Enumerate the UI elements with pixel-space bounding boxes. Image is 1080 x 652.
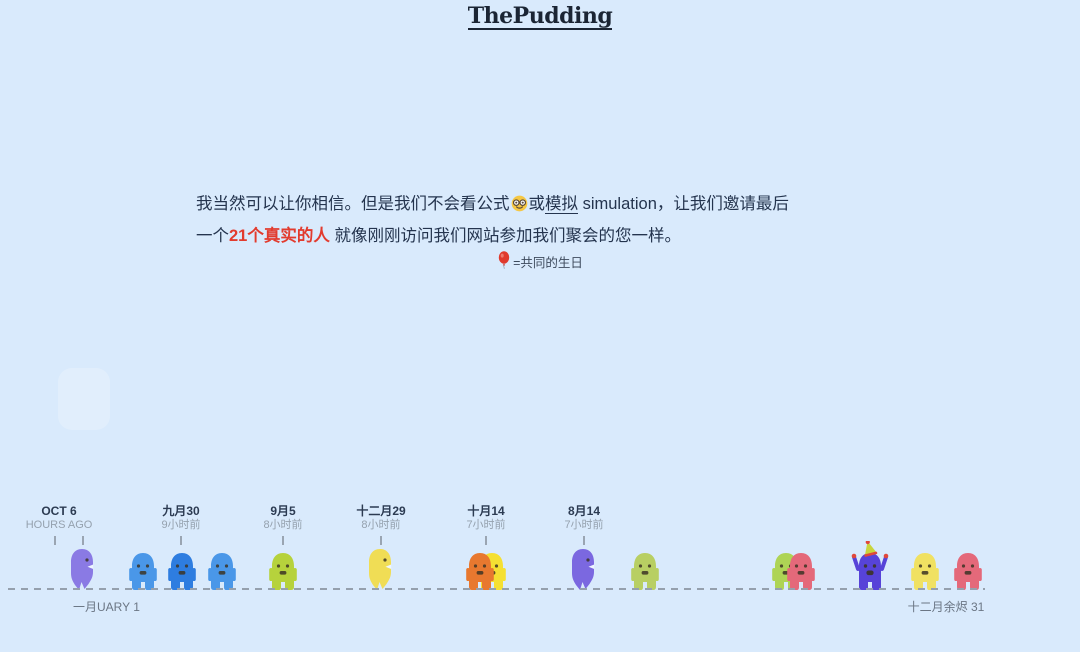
timeline-axis <box>8 588 985 590</box>
person-stand <box>629 551 661 596</box>
intro-text: 就像刚刚访问我们网站参加我们聚会的您一样。 <box>329 227 681 245</box>
intro-line-1: 我当然可以让你相信。但是我们不会看公式 或模拟 simulation，让我们邀请最… <box>196 190 916 222</box>
arrival-time-ago: HOURS AGO <box>25 519 93 531</box>
arrival-date: 十月14 <box>467 504 505 518</box>
arrival-date: 8月14 <box>567 504 601 518</box>
label-pointer-tick <box>82 536 84 545</box>
person-stand <box>464 551 496 596</box>
person-stand <box>909 551 941 596</box>
intro-text: simulation，让我们邀请最后 <box>578 195 789 213</box>
intro-line-2: 一个21个真实的人 就像刚刚访问我们网站参加我们聚会的您一样。 <box>196 222 916 251</box>
shared-birthday-legend: =共同的生日 <box>0 251 1080 272</box>
person-stand <box>127 551 159 596</box>
timeline-date-label: 十二月29 8小时前 <box>356 504 405 532</box>
intro-text: 我当然可以让你相信。但是我们不会看公式 <box>196 195 510 213</box>
arrival-time-ago: 8小时前 <box>361 519 401 531</box>
axis-start-label: 一月UARY 1 <box>73 600 140 614</box>
timeline-date-label: 9月5 8小时前 <box>263 504 302 532</box>
person-walk <box>66 547 98 596</box>
timeline-date-label: 十月14 7小时前 <box>466 504 505 532</box>
intro-text: 或 <box>528 195 546 213</box>
person-stand <box>166 551 198 596</box>
arrival-date: 九月30 <box>162 504 200 518</box>
timeline-date-label: 8月14 7小时前 <box>564 504 603 532</box>
highlight-21-real-people: 21个真实的人 <box>229 227 330 245</box>
person-celebrate <box>851 539 889 596</box>
arrival-date: 9月5 <box>270 504 296 518</box>
label-pointer-tick <box>282 536 284 545</box>
intro-text: 一个 <box>196 227 229 245</box>
faded-person-placeholder <box>58 368 110 430</box>
legend-text: =共同的生日 <box>513 256 583 270</box>
label-pointer-tick <box>54 536 56 545</box>
simulation-link[interactable]: 模拟 <box>545 195 578 214</box>
label-pointer-tick <box>380 536 382 545</box>
label-pointer-tick <box>180 536 182 545</box>
arrival-time-ago: 9小时前 <box>161 519 201 531</box>
timeline-date-label: OCT 6 HOURS AGO <box>26 504 93 532</box>
person-walk <box>567 547 599 596</box>
arrival-time-ago: 7小时前 <box>466 519 506 531</box>
pudding-logo[interactable]: ThePudding <box>467 3 613 31</box>
person-stand <box>206 551 238 596</box>
label-pointer-tick <box>583 536 585 545</box>
arrival-time-ago: 8小时前 <box>263 519 303 531</box>
person-stand <box>785 551 817 596</box>
arrival-date: 十二月29 <box>356 504 406 518</box>
arrival-time-ago: 7小时前 <box>564 519 604 531</box>
person-walk <box>364 547 396 596</box>
nerd-face-emoji <box>511 193 528 222</box>
site-header: ThePudding <box>0 3 1080 31</box>
person-stand <box>267 551 299 596</box>
intro-paragraph: 我当然可以让你相信。但是我们不会看公式 或模拟 simulation，让我们邀请最… <box>196 190 916 251</box>
balloon-icon <box>497 251 511 272</box>
person-stand <box>952 551 984 596</box>
axis-end-label: 十二月余烬 31 <box>907 600 985 614</box>
label-pointer-tick <box>485 536 487 545</box>
arrival-date: OCT 6 <box>41 504 77 518</box>
timeline-date-label: 九月30 9小时前 <box>161 504 200 532</box>
